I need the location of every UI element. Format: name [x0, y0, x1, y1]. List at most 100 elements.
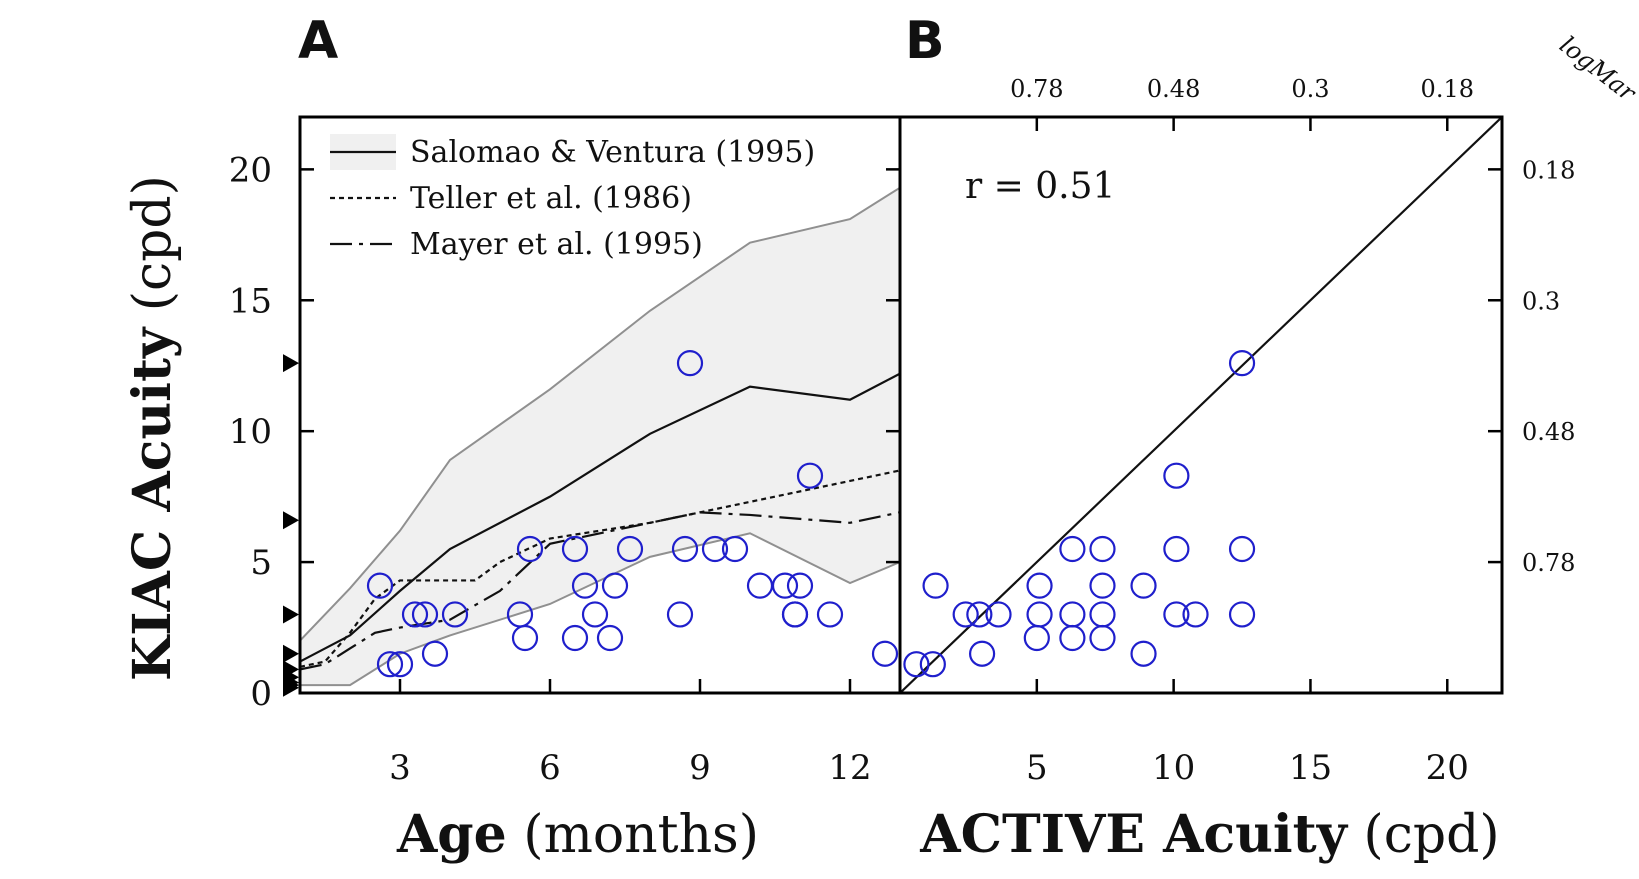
data-point-b-2 — [922, 572, 949, 599]
data-point-a-28 — [816, 601, 844, 628]
data-point-a-15 — [601, 572, 629, 599]
y-tick-label-4: 20 — [229, 150, 272, 190]
data-point-b-25 — [1228, 350, 1256, 377]
x-tick-label-a-2: 9 — [689, 748, 711, 788]
data-point-a-16 — [616, 535, 644, 563]
panel-letter-b: B — [905, 11, 945, 71]
data-point-a-2 — [386, 651, 414, 678]
legend-label-2: Mayer et al. (1995) — [410, 227, 703, 262]
data-point-b-9 — [1026, 572, 1053, 599]
left-marker-2 — [283, 605, 299, 624]
data-point-a-11 — [561, 535, 589, 563]
right-tick-label-1: 0.3 — [1522, 287, 1560, 315]
data-point-a-23 — [771, 572, 799, 599]
data-point-a-17 — [666, 601, 694, 628]
data-point-b-8 — [1026, 601, 1053, 628]
data-point-b-6 — [985, 601, 1012, 628]
salomao-band-lower — [300, 532, 900, 687]
data-point-b-20 — [1163, 535, 1190, 563]
left-marker-8 — [283, 678, 299, 697]
x-axis-title-b-unit: (cpd) — [1347, 805, 1500, 865]
identity-line — [900, 117, 1502, 693]
data-point-a-25 — [781, 601, 809, 628]
data-point-a-18 — [671, 535, 699, 563]
data-point-b-4 — [966, 601, 993, 628]
legend-label-1: Teller et al. (1986) — [410, 181, 692, 216]
data-point-a-0 — [366, 572, 394, 599]
x-axis-title-a-unit: (months) — [507, 805, 759, 865]
data-point-b-7 — [1023, 624, 1050, 652]
x-axis-title-a: Age (months) — [396, 804, 759, 865]
data-point-a-20 — [701, 535, 729, 563]
data-point-a-9 — [516, 535, 544, 563]
top-tick-label-2: 0.3 — [1291, 75, 1329, 103]
left-marker-3 — [283, 644, 299, 663]
panel-letter-a: A — [298, 11, 338, 71]
data-point-a-26 — [786, 572, 814, 599]
data-point-b-11 — [1059, 601, 1086, 628]
data-point-b-22 — [1182, 601, 1209, 628]
left-marker-1 — [283, 511, 299, 530]
y-tick-label-1: 5 — [250, 543, 272, 583]
correlation-annotation: r = 0.51 — [965, 166, 1115, 207]
x-tick-label-a-3: 12 — [828, 748, 871, 788]
y-axis-title-unit: (cpd) — [123, 175, 183, 328]
panel-b-plot: 5 10 15 20 0.78 0.48 0.3 0.18 0.18 0.3 0.48 0.78 — [886, 75, 1575, 788]
data-point-b-10 — [1059, 624, 1086, 652]
y-tick-label-0: 0 — [250, 674, 272, 714]
data-point-b-13 — [1089, 624, 1116, 652]
series-line-0 — [300, 372, 900, 663]
data-point-a-21 — [721, 535, 749, 563]
x-axis-title-b: ACTIVE Acuity (cpd) — [919, 804, 1499, 865]
y-tick-label-2: 10 — [229, 412, 272, 452]
data-point-b-18 — [1130, 572, 1157, 599]
x-tick-label-a-0: 3 — [389, 748, 411, 788]
data-point-a-4 — [411, 601, 439, 628]
panel-a-data-area — [300, 186, 900, 687]
x-axis-title-a-bold: Age — [396, 804, 507, 865]
y-axis-title-bold: KIAC Acuity — [122, 326, 183, 681]
data-point-a-13 — [581, 601, 609, 628]
x-tick-label-b-3: 20 — [1426, 748, 1469, 788]
y-axis-title: KIAC Acuity (cpd) — [122, 175, 183, 681]
data-point-b-5 — [968, 640, 996, 667]
x-tick-label-b-2: 15 — [1289, 748, 1332, 788]
data-point-a-22 — [746, 572, 774, 599]
panel-a-plot: Salomao & Ventura (1995) Teller et al. (1… — [229, 115, 902, 788]
x-tick-label-a-1: 6 — [539, 748, 561, 788]
data-point-b-23 — [1228, 601, 1256, 628]
data-point-a-14 — [596, 624, 624, 652]
data-point-b-3 — [952, 601, 979, 628]
data-point-b-15 — [1089, 572, 1116, 599]
data-point-a-27 — [796, 462, 824, 489]
panel-b-data-area — [900, 117, 1502, 693]
data-point-b-16 — [1089, 535, 1116, 563]
legend-label-0: Salomao & Ventura (1995) — [410, 135, 815, 170]
salomao-band — [300, 187, 900, 686]
data-point-b-12 — [1059, 535, 1086, 563]
data-point-b-1 — [919, 651, 946, 678]
logmar-axis-title: logMar — [1554, 31, 1639, 108]
right-tick-label-0: 0.18 — [1522, 156, 1575, 184]
top-tick-label-1: 0.48 — [1147, 75, 1200, 103]
data-point-a-3 — [401, 601, 429, 628]
left-marker-0 — [283, 354, 299, 373]
y-tick-label-3: 15 — [229, 281, 272, 321]
top-tick-label-0: 0.78 — [1010, 75, 1063, 103]
x-axis-title-b-bold: ACTIVE Acuity — [919, 804, 1348, 865]
panel-b-frame — [898, 115, 1504, 695]
salomao-band-upper — [300, 186, 900, 642]
data-point-a-10 — [561, 624, 589, 652]
data-point-a-19 — [676, 350, 704, 377]
x-tick-label-b-1: 10 — [1152, 748, 1195, 788]
data-point-b-0 — [903, 651, 930, 678]
data-point-b-21 — [1163, 462, 1190, 489]
top-tick-label-3: 0.18 — [1421, 75, 1474, 103]
series-line-2 — [300, 511, 900, 671]
data-point-a-5 — [421, 640, 449, 667]
data-point-a-29 — [871, 640, 899, 667]
data-point-b-17 — [1130, 640, 1157, 667]
x-tick-label-b-0: 5 — [1026, 748, 1048, 788]
data-point-a-1 — [376, 651, 404, 678]
